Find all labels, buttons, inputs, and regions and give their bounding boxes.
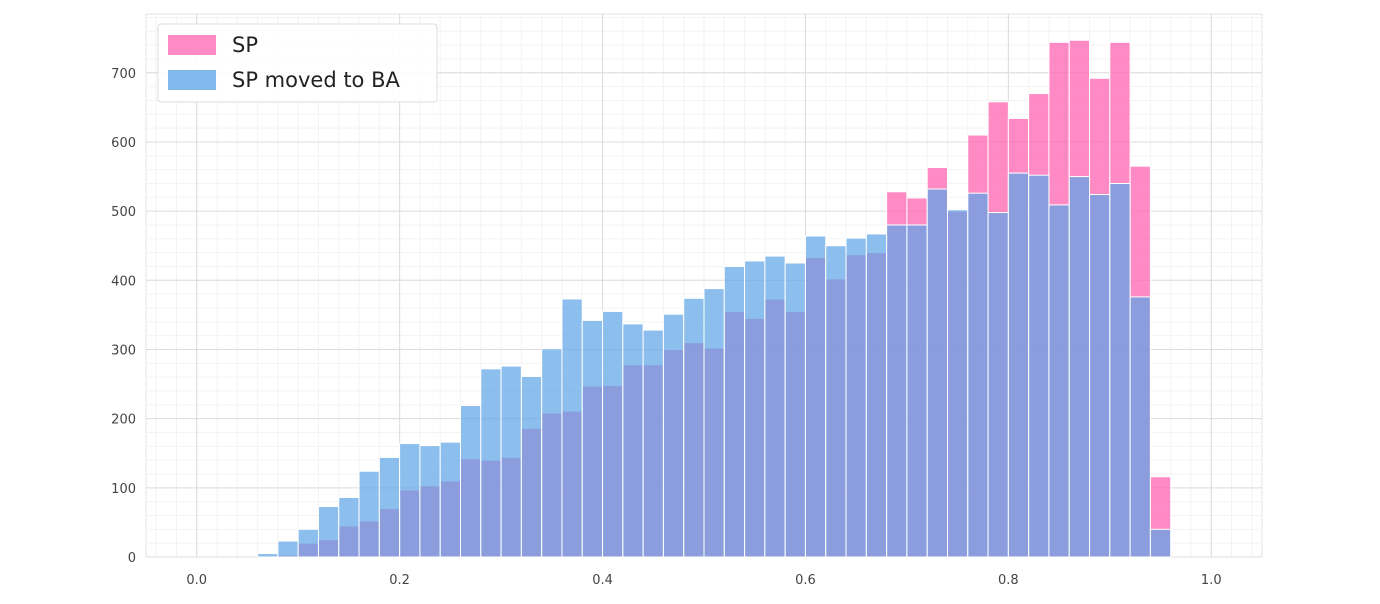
bar <box>460 405 482 558</box>
bar <box>744 260 766 558</box>
bar <box>541 348 563 558</box>
bar <box>865 233 888 558</box>
bar <box>358 470 380 558</box>
x-tick-label: 0.8 <box>998 573 1019 588</box>
legend: SP SP moved to BA <box>157 23 438 103</box>
bar <box>500 365 522 558</box>
bar <box>399 443 421 558</box>
legend-label-sp: SP <box>232 33 258 57</box>
series-sp-moved-to-ba <box>257 172 1172 558</box>
bar <box>439 441 462 558</box>
bar <box>378 456 401 558</box>
bar <box>257 553 279 558</box>
bar <box>784 262 806 558</box>
bar <box>642 329 664 558</box>
bar <box>1109 182 1131 558</box>
bar <box>622 323 644 558</box>
bar <box>825 245 847 558</box>
bar <box>804 235 827 558</box>
bar <box>987 212 1009 558</box>
bar <box>520 375 543 558</box>
bar <box>723 265 746 558</box>
bar <box>1068 176 1091 558</box>
y-tick-label: 700 <box>111 67 136 82</box>
bar <box>317 506 340 558</box>
bar <box>703 288 725 558</box>
x-tick-label: 1.0 <box>1201 573 1222 588</box>
bar <box>662 313 685 558</box>
bar <box>926 188 948 558</box>
y-tick-label: 500 <box>111 205 136 220</box>
bar <box>886 224 908 558</box>
bar <box>1129 296 1151 558</box>
y-tick-label: 200 <box>111 413 136 428</box>
bar <box>581 319 604 558</box>
legend-box <box>157 23 438 103</box>
bar <box>338 497 360 558</box>
series-layer <box>257 39 1172 558</box>
y-tick-label: 0 <box>128 551 136 566</box>
bar <box>1028 174 1050 558</box>
bar <box>946 209 969 558</box>
y-tick-label: 600 <box>111 136 136 151</box>
bar <box>561 298 583 558</box>
bar <box>480 368 502 558</box>
tick-layer: 0 100 200 300 400 500 600 700 0.0 0.2 0.4 0.6 0.8 1.0 <box>111 67 1221 588</box>
bar <box>845 237 867 558</box>
y-tick-label: 100 <box>111 482 136 497</box>
bar <box>906 224 928 558</box>
x-tick-label: 0.0 <box>186 573 207 588</box>
bar <box>1007 172 1030 558</box>
bar <box>297 528 319 558</box>
bar <box>277 540 299 558</box>
bar <box>967 192 989 558</box>
y-tick-label: 400 <box>111 274 136 289</box>
legend-swatch-sp-moved-to-ba <box>168 70 216 90</box>
bar <box>602 310 624 558</box>
x-tick-label: 0.2 <box>389 573 410 588</box>
bar <box>683 297 705 558</box>
legend-swatch-sp <box>168 35 216 55</box>
bar <box>764 255 786 558</box>
x-tick-label: 0.6 <box>795 573 816 588</box>
y-tick-label: 300 <box>111 343 136 358</box>
legend-label-sp-moved-to-ba: SP moved to BA <box>232 68 400 92</box>
bar <box>1089 194 1111 558</box>
bar <box>1048 204 1070 558</box>
bar <box>419 445 441 558</box>
x-tick-label: 0.4 <box>592 573 613 588</box>
bar <box>1149 528 1172 558</box>
